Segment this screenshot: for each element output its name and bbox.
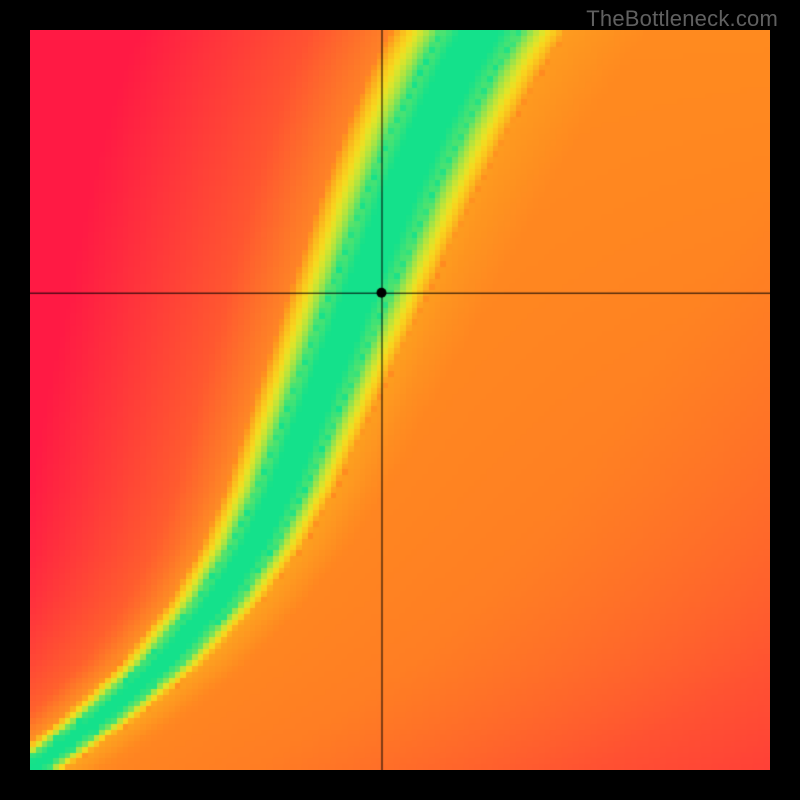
bottleneck-heatmap bbox=[30, 30, 770, 770]
watermark-text: TheBottleneck.com bbox=[586, 6, 778, 32]
